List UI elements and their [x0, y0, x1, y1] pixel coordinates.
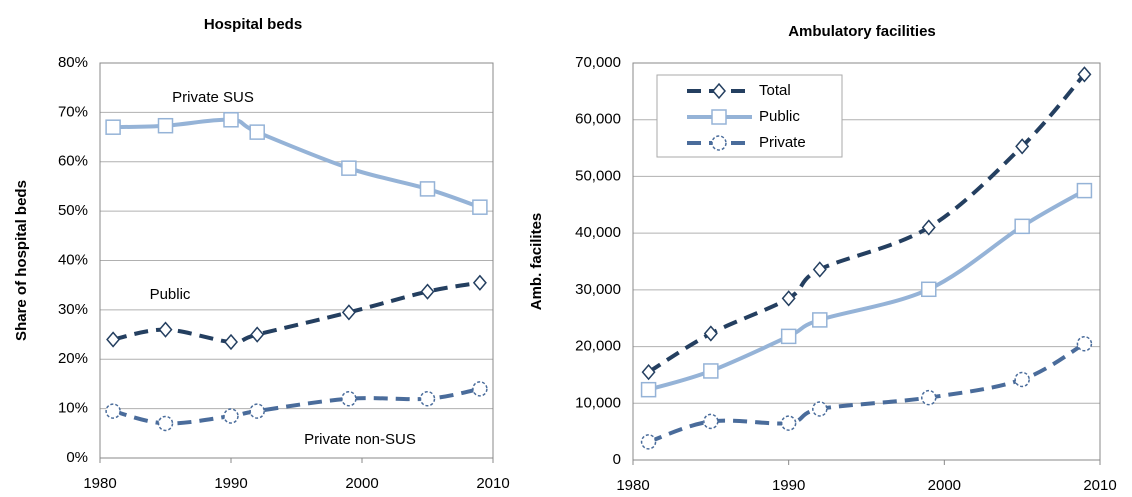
marker	[249, 124, 265, 140]
marker	[641, 363, 656, 381]
marker	[105, 119, 121, 135]
x-tick-label: 2010	[476, 475, 509, 492]
y-tick-label: 60,000	[575, 111, 621, 128]
marker	[472, 381, 488, 397]
marker	[640, 434, 657, 450]
marker	[472, 274, 487, 291]
marker	[1014, 218, 1030, 235]
legend-marker	[711, 109, 727, 125]
y-tick-label: 40,000	[575, 224, 621, 241]
marker	[1014, 371, 1030, 388]
legend-label: Total	[759, 82, 791, 99]
chart-title: Ambulatory facilities	[788, 23, 936, 40]
marker	[341, 160, 357, 176]
marker	[640, 381, 657, 398]
y-axis-label: Amb. facilites	[528, 213, 545, 311]
y-tick-label: 50%	[58, 202, 88, 219]
marker	[223, 408, 239, 424]
marker	[703, 325, 718, 342]
y-tick-label: 60%	[58, 153, 88, 170]
marker	[703, 363, 719, 379]
plot-frame	[99, 62, 494, 459]
y-tick-label: 30%	[58, 301, 88, 318]
y-tick-label: 0%	[66, 449, 88, 466]
plot-frame	[632, 62, 1101, 461]
legend-label: Public	[759, 108, 800, 125]
series-label: Private non-SUS	[304, 431, 416, 448]
marker	[921, 389, 937, 406]
y-tick-label: 40%	[58, 251, 88, 268]
series-label: Public	[150, 286, 191, 303]
marker	[341, 391, 357, 407]
y-tick-label: 50,000	[575, 167, 621, 184]
marker	[781, 290, 796, 307]
legend-label: Private	[759, 134, 806, 151]
y-tick-label: 20,000	[575, 338, 621, 355]
x-tick-label: 1980	[83, 475, 116, 492]
x-tick-label: 2010	[1083, 477, 1116, 494]
y-tick-label: 80%	[58, 54, 88, 71]
marker	[223, 112, 239, 128]
marker	[1076, 335, 1093, 352]
y-tick-label: 20%	[58, 350, 88, 367]
marker	[105, 403, 121, 419]
marker	[812, 261, 827, 278]
y-tick-label: 30,000	[575, 281, 621, 298]
marker	[157, 415, 174, 432]
marker	[106, 331, 121, 348]
y-tick-label: 0	[613, 451, 621, 468]
y-tick-label: 10,000	[575, 394, 621, 411]
x-tick-label: 1980	[616, 477, 649, 494]
y-tick-label: 10%	[58, 400, 88, 417]
x-tick-label: 1990	[214, 475, 247, 492]
marker	[1015, 138, 1030, 155]
marker	[157, 117, 174, 134]
series-label: Private SUS	[172, 89, 254, 106]
marker	[812, 401, 828, 417]
marker	[341, 304, 356, 321]
marker	[420, 283, 435, 300]
x-tick-label: 2000	[345, 475, 378, 492]
marker	[703, 413, 719, 430]
legend-marker	[712, 82, 726, 100]
marker	[921, 281, 937, 298]
y-tick-label: 70,000	[575, 54, 621, 71]
marker	[158, 321, 173, 338]
x-tick-label: 1990	[772, 477, 805, 494]
marker	[812, 312, 828, 328]
marker	[419, 391, 436, 407]
chart-title: Hospital beds	[204, 16, 302, 33]
marker	[780, 328, 797, 345]
marker	[921, 219, 936, 236]
marker	[419, 181, 436, 197]
marker	[224, 333, 238, 351]
marker	[1077, 66, 1092, 83]
marker	[249, 403, 265, 419]
marker	[250, 326, 265, 343]
y-axis-label: Share of hospital beds	[13, 180, 30, 341]
y-tick-label: 70%	[58, 103, 88, 120]
marker	[1076, 182, 1093, 199]
marker	[472, 199, 488, 215]
x-tick-label: 2000	[928, 477, 961, 494]
marker	[780, 415, 797, 431]
legend-marker	[711, 135, 727, 151]
